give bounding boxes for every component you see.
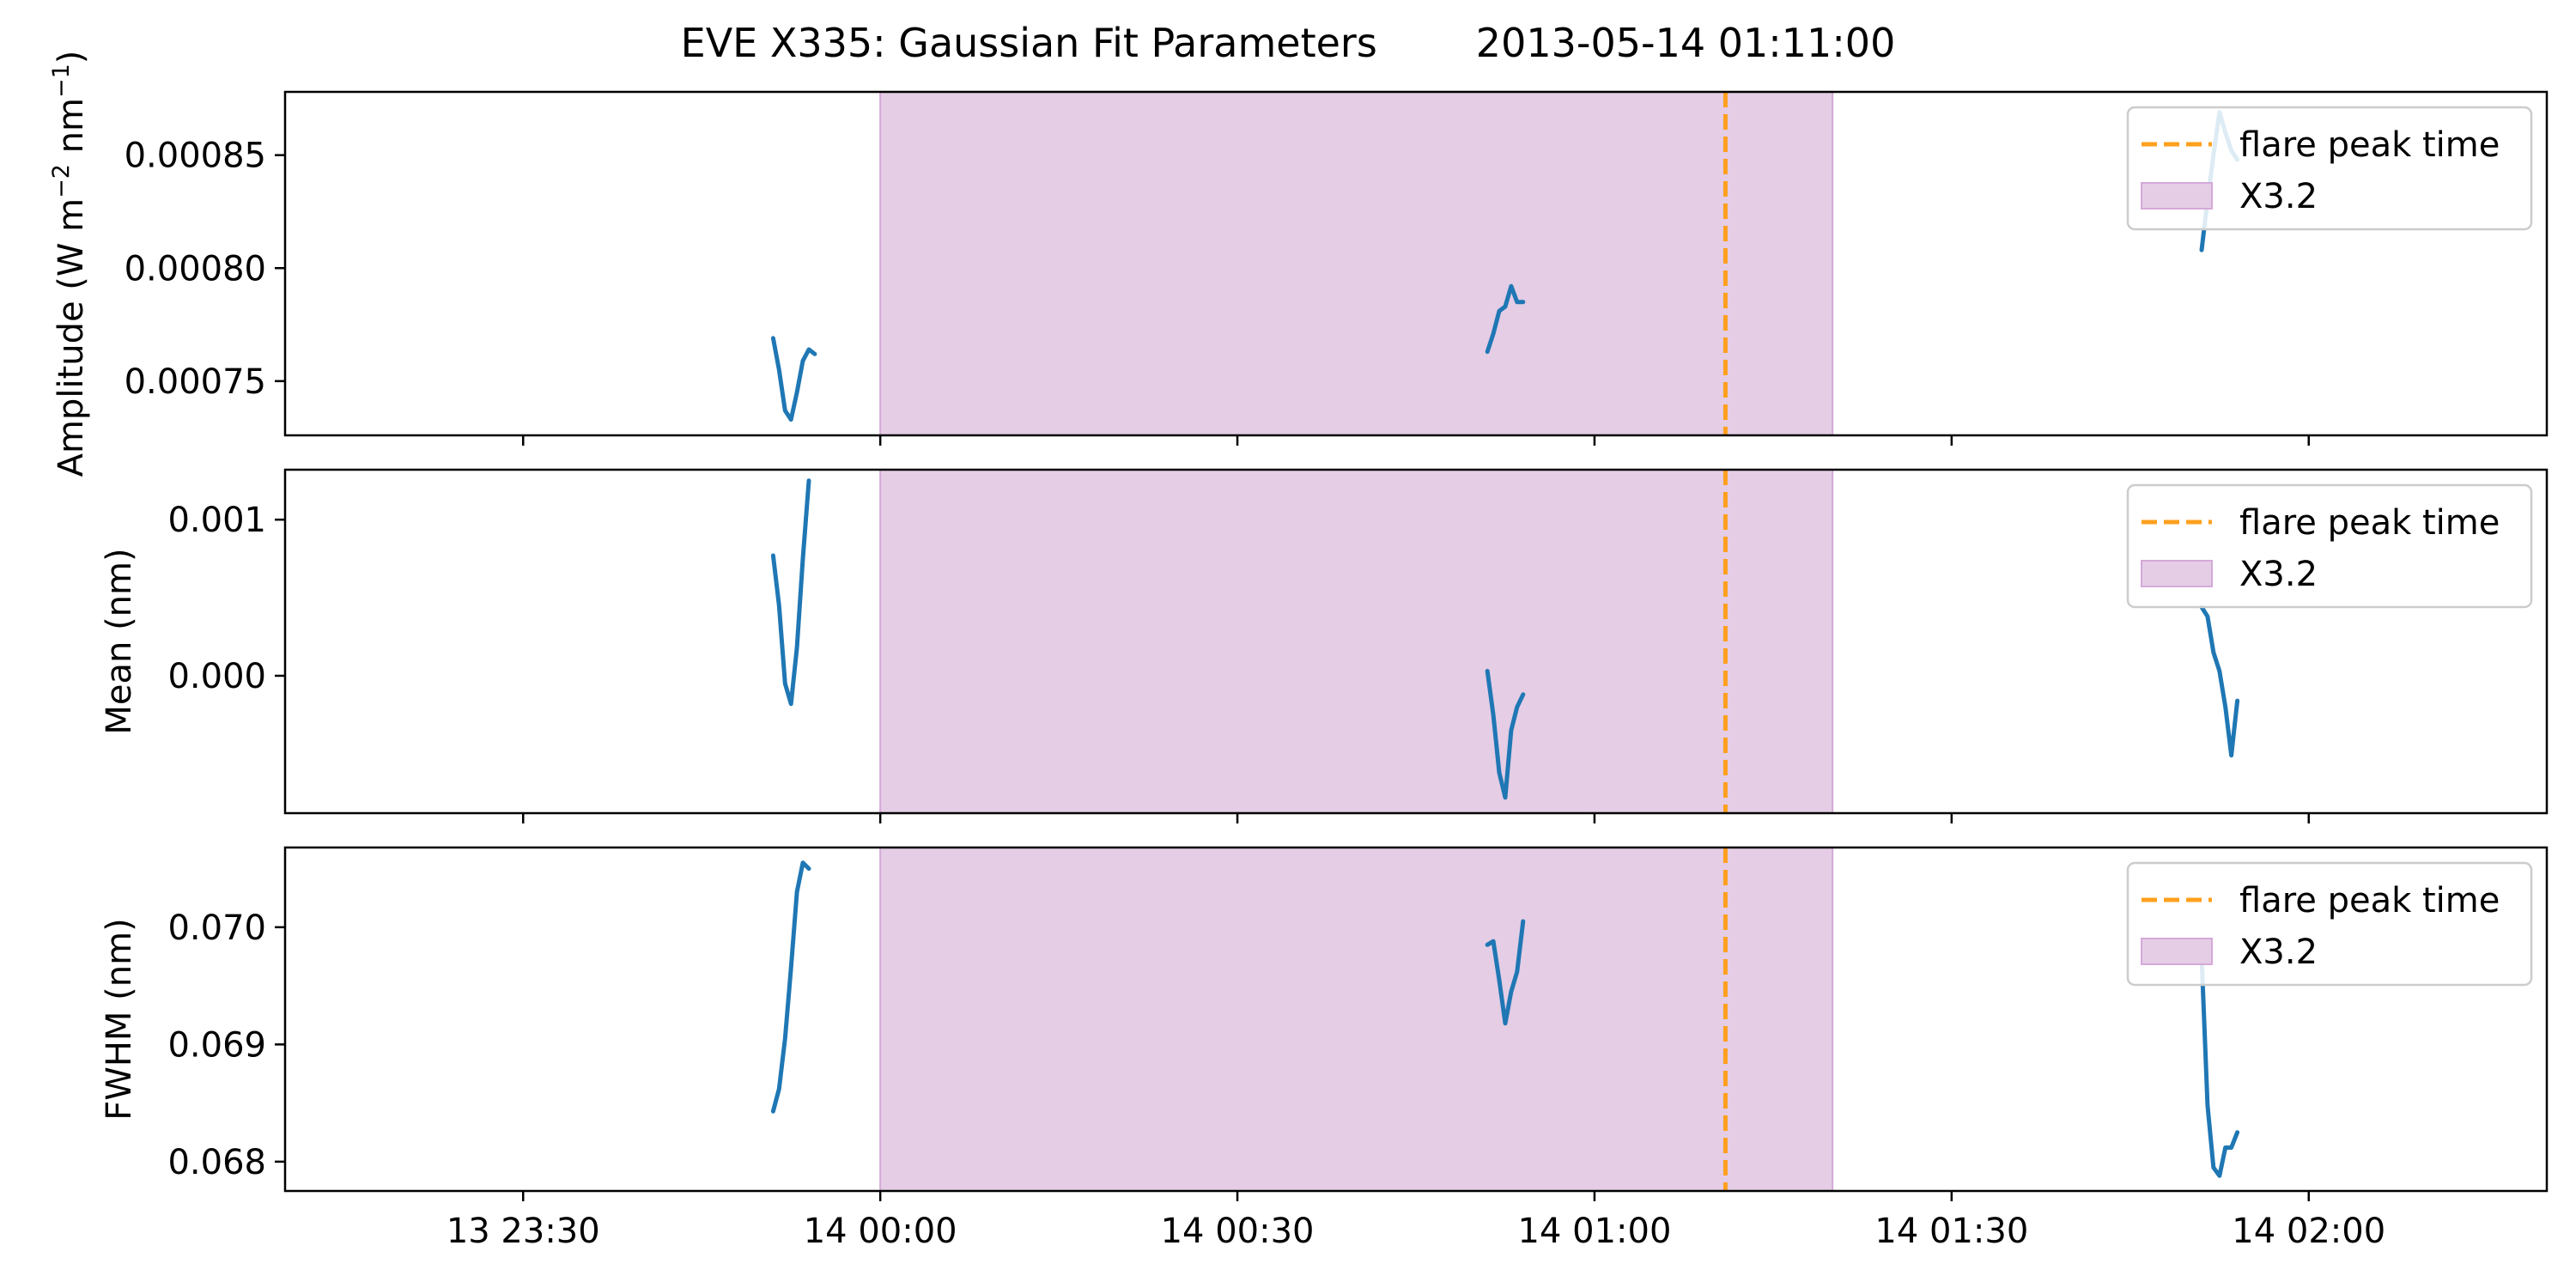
y-axis-label: Mean (nm) (100, 548, 139, 734)
series-line-segment-3 (2199, 954, 2240, 1178)
x-tick-label: 14 01:30 (1874, 1212, 2028, 1251)
y-axis-label-text: nm (52, 98, 91, 164)
y-tick-label: 0.00085 (125, 137, 266, 176)
series-line-segment-1 (770, 336, 817, 422)
y-axis-label-text: Amplitude (W m (52, 198, 91, 477)
y-tick-label: 0.00075 (125, 362, 266, 402)
y-tick-label: 0.00080 (125, 249, 266, 289)
series-line-segment-1 (770, 860, 811, 1114)
y-axis-label-exponent: −2 (48, 164, 75, 198)
legend: flare peak time X3.2 (2126, 106, 2533, 231)
flare-interval-shade (879, 847, 1834, 1192)
series-line-segment-2 (1485, 283, 1526, 355)
axes-frame (283, 846, 2549, 1193)
chart-title-text: EVE X335: Gaussian Fit Parameters (681, 20, 1377, 66)
legend-label-x3-2: X3.2 (2239, 555, 2318, 594)
chart-title: EVE X335: Gaussian Fit Parameters 2013-05… (681, 20, 1896, 66)
legend-box (2126, 861, 2533, 987)
flare-interval-shade (879, 91, 1834, 436)
series-line-segment-1 (770, 478, 811, 707)
legend-label-flare-peak-time: flare peak time (2239, 503, 2500, 543)
panel-3: 0.068 0.069 0.070 FWHM (nm) 13 23:30 14 00:00… (100, 846, 2549, 1251)
axes-frame (283, 468, 2549, 815)
legend: flare peak time X3.2 (2126, 483, 2533, 609)
legend: flare peak time X3.2 (2126, 861, 2533, 987)
y-axis-label-exponent: −1 (48, 64, 75, 98)
series-line-segment-3 (2199, 605, 2240, 758)
legend-interval-swatch (2141, 182, 2213, 210)
x-tick-label: 13 23:30 (447, 1212, 600, 1251)
panel-1: 0.00075 0.00080 0.00085 Amplitude (W m−2 nm… (48, 51, 2549, 477)
x-tick-label: 14 00:30 (1161, 1212, 1315, 1251)
legend-box (2126, 483, 2533, 609)
series-line-segment-2 (1485, 669, 1526, 800)
x-tick-label: 14 01:00 (1518, 1212, 1672, 1251)
legend-label-flare-peak-time: flare peak time (2239, 125, 2500, 165)
y-tick-label: 0.001 (167, 501, 266, 540)
y-tick-label: 0.069 (167, 1025, 266, 1065)
y-tick-label: 0.068 (167, 1143, 266, 1182)
legend-label-x3-2: X3.2 (2239, 933, 2318, 972)
y-axis-label-text: Mean (nm) (100, 548, 139, 734)
legend-interval-swatch (2141, 560, 2213, 587)
flare-interval-shade (879, 469, 1834, 814)
x-tick-label: 14 02:00 (2232, 1212, 2385, 1251)
x-tick-label: 14 00:00 (804, 1212, 957, 1251)
y-axis-label: FWHM (nm) (100, 918, 139, 1120)
y-tick-label: 0.070 (167, 908, 266, 948)
legend-box (2126, 106, 2533, 231)
y-axis-label-text: FWHM (nm) (100, 918, 139, 1120)
legend-label-flare-peak-time: flare peak time (2239, 881, 2500, 920)
panel-2: 0.000 0.001 Mean (nm) flare peak time X3.2 (100, 468, 2549, 823)
axes-frame (283, 90, 2549, 437)
legend-label-x3-2: X3.2 (2239, 177, 2318, 216)
y-axis-label-text: ) (52, 51, 91, 64)
chart-title-time: 2013-05-14 01:11:00 (1476, 20, 1896, 66)
y-tick-label: 0.000 (167, 657, 266, 696)
y-axis-label: Amplitude (W m−2 nm−1) (48, 51, 91, 477)
legend-interval-swatch (2141, 938, 2213, 965)
series-line-segment-2 (1485, 919, 1526, 1026)
